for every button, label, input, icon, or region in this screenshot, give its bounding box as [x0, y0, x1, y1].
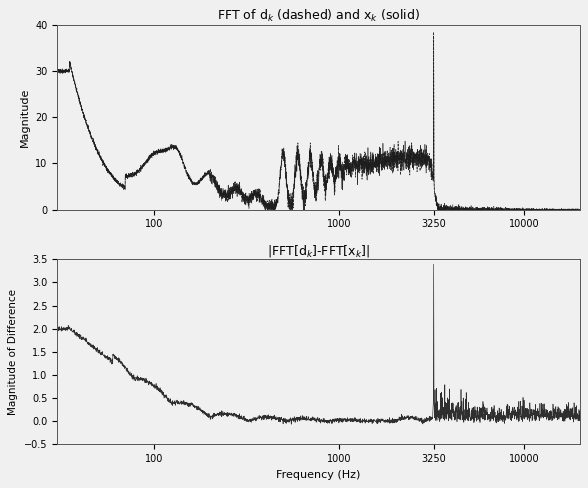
- X-axis label: Frequency (Hz): Frequency (Hz): [276, 469, 360, 480]
- Y-axis label: Magnitude of Difference: Magnitude of Difference: [8, 289, 18, 415]
- Title: |FFT[d$_k$]-FFT[x$_k$]|: |FFT[d$_k$]-FFT[x$_k$]|: [267, 243, 370, 259]
- Y-axis label: Magnitude: Magnitude: [19, 87, 29, 147]
- Title: FFT of d$_k$ (dashed) and x$_k$ (solid): FFT of d$_k$ (dashed) and x$_k$ (solid): [217, 8, 420, 24]
